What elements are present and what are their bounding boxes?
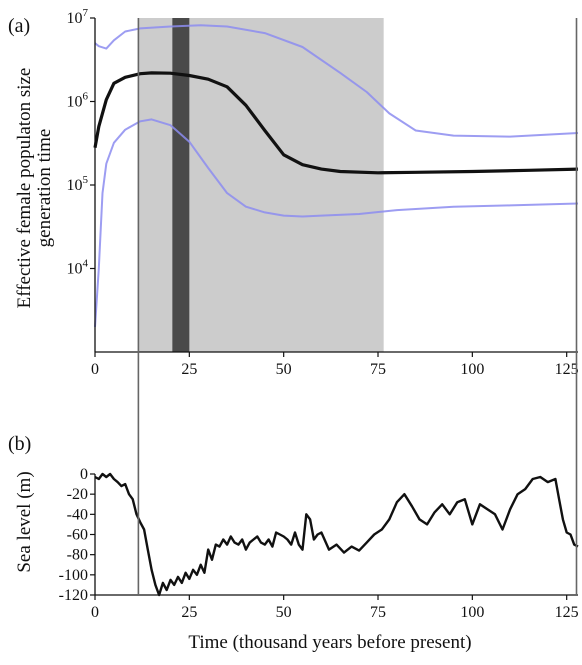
x-tick-label: 75 (370, 361, 386, 378)
y-tick-label: -60 (67, 527, 88, 544)
panel-b-x-ticks: 0 25 50 75 100 125 (91, 595, 579, 621)
lower-95-hpd-line (94, 118, 579, 327)
panel-b-label: (b) (8, 433, 31, 455)
panel-a-chart: 0 25 50 75 100 125 104 105 106 107 (a) Effective… (8, 7, 579, 378)
shaded-regions (138, 18, 384, 352)
y-tick-label: 0 (80, 466, 88, 483)
x-tick-label: 0 (91, 604, 99, 621)
panel-b-chart: 0 25 50 75 100 125 0-20-40-60-80-100-120 (b) … (8, 433, 579, 621)
population-series (93, 24, 579, 327)
x-tick-label: 100 (460, 361, 484, 378)
y-tick-label: -40 (67, 506, 88, 523)
y-tick-label: 106 (67, 91, 89, 111)
panel-b-ylabel: Sea level (m) (14, 471, 35, 572)
sea-level-line (94, 472, 579, 597)
sea-level-series (94, 472, 579, 597)
y-tick-label: -120 (59, 587, 88, 604)
y-tick-label: -20 (67, 486, 88, 503)
x-tick-label: 100 (460, 604, 484, 621)
panel-a-label: (a) (8, 15, 30, 37)
panel-a-ylabel-line2: generation time (34, 129, 55, 248)
panel-a-ylabel-line1: Effective female populaton size (14, 68, 35, 309)
vertical-markers (137, 18, 578, 595)
x-tick-label: 75 (370, 604, 386, 621)
x-tick-label: 50 (276, 604, 292, 621)
shared-x-axis-label: Time (thousand years before present) (188, 632, 471, 653)
panel-b-axes (94, 474, 578, 596)
y-tick-label: 104 (67, 258, 89, 278)
x-tick-label: 25 (181, 604, 197, 621)
y-tick-label: 107 (67, 7, 89, 27)
x-tick-label: 25 (181, 361, 197, 378)
dark-shaded-band (172, 18, 190, 352)
x-tick-label: 0 (91, 361, 99, 378)
panel-b-y-ticks: 0 -20 -40 -60 -80 -100 -120 (59, 466, 95, 604)
y-tick-label: -100 (59, 567, 88, 584)
x-tick-label: 125 (555, 604, 579, 621)
x-tick-label: 50 (276, 361, 292, 378)
y-tick-label: -80 (67, 547, 88, 564)
panel-a-x-ticks: 0 25 50 75 100 125 (91, 352, 579, 378)
panel-a-y-ticks: 104 105 106 107 (67, 7, 95, 278)
x-tick-label: 125 (555, 361, 579, 378)
upper-95-hpd-line (94, 24, 579, 138)
y-tick-label: 105 (67, 174, 89, 194)
median-line (93, 71, 579, 175)
